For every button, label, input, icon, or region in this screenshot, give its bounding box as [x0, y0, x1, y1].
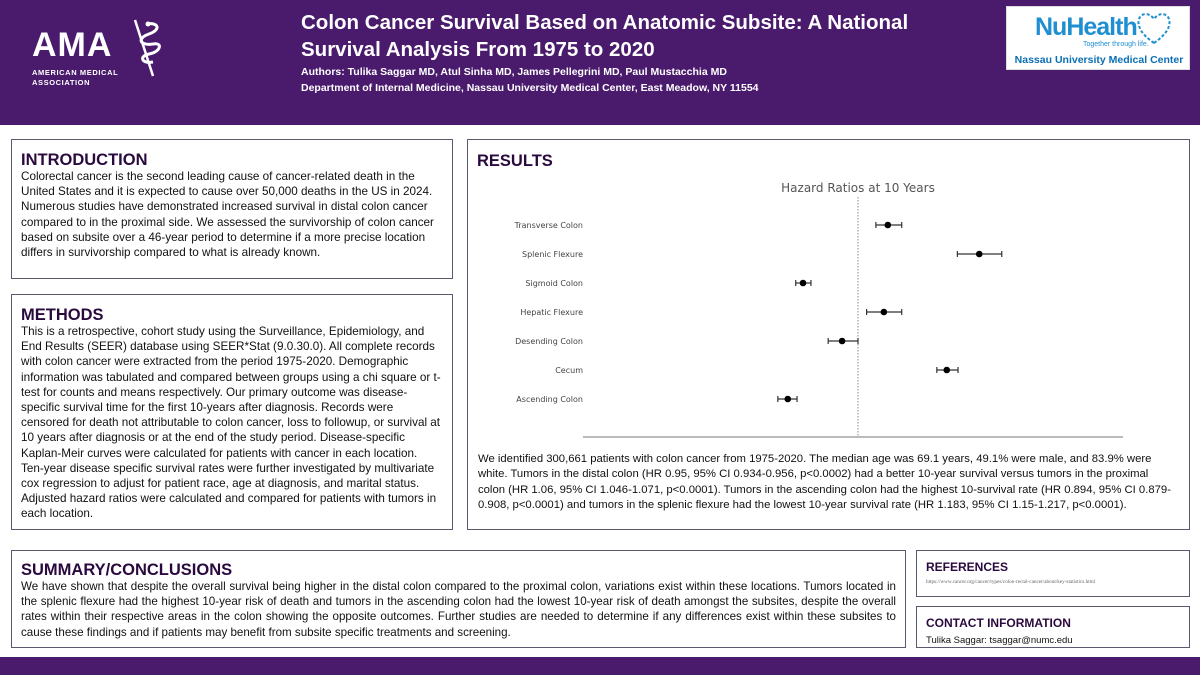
results-section: RESULTS Hazard Ratios at 10 Years0.60.70… — [467, 139, 1190, 530]
summary-section: SUMMARY/CONCLUSIONS We have shown that d… — [11, 550, 906, 648]
results-heading: RESULTS — [477, 152, 553, 170]
summary-body: We have shown that despite the overall s… — [21, 580, 896, 639]
nuhealth-logo: NuHealth Together through life. Nassau U… — [1006, 6, 1190, 70]
hazard-ratio-chart: Hazard Ratios at 10 Years0.60.70.80.911.… — [468, 170, 1188, 450]
methods-body: This is a retrospective, cohort study us… — [21, 325, 441, 521]
poster-footer — [0, 657, 1200, 675]
ama-subtitle-line2: ASSOCIATION — [32, 77, 91, 87]
results-body: We identified 300,661 patients with colo… — [478, 453, 1171, 512]
references-heading: REFERENCES — [926, 560, 1009, 574]
introduction-section: INTRODUCTION Colorectal cancer is the se… — [11, 139, 453, 279]
authors: Authors: Tulika Saggar MD, Atul Sinha MD… — [301, 66, 727, 78]
hazard-ratio-point — [880, 308, 888, 316]
chart-title: Hazard Ratios at 10 Years — [781, 181, 935, 195]
ama-subtitle-line1: AMERICAN MEDICAL — [32, 68, 119, 77]
category-label: Hepatic Flexure — [520, 308, 583, 317]
category-label: Splenic Flexure — [522, 250, 583, 259]
hazard-ratio-point — [799, 279, 807, 287]
contact-text: Tulika Saggar: tsaggar@numc.edu — [926, 635, 1073, 646]
poster-header: AMA AMERICAN MEDICAL ASSOCIATION Colon C… — [0, 0, 1200, 125]
hazard-ratio-point — [884, 221, 892, 229]
references-section: REFERENCES https://www.cancer.org/cancer… — [916, 550, 1190, 597]
department: Department of Internal Medicine, Nassau … — [301, 82, 759, 94]
nuhealth-tagline: Together through life. — [1083, 41, 1149, 48]
category-label: Transverse Colon — [514, 221, 583, 230]
nuhealth-logo-word: NuHealth — [1035, 13, 1138, 41]
nuhealth-institution-name: Nassau University Medical Center — [1014, 54, 1184, 66]
contact-heading: CONTACT INFORMATION — [926, 616, 1071, 630]
category-label: Ascending Colon — [516, 395, 583, 404]
caduceus-icon — [133, 19, 161, 77]
poster-title: Colon Cancer Survival Based on Anatomic … — [301, 11, 909, 61]
category-label: Sigmoid Colon — [525, 279, 583, 288]
hazard-ratio-point — [975, 250, 983, 258]
forest-plot: Hazard Ratios at 10 Years0.60.70.80.911.… — [514, 181, 1123, 438]
contact-section: CONTACT INFORMATION Tulika Saggar: tsagg… — [916, 606, 1190, 648]
category-label: Cecum — [555, 366, 583, 375]
methods-heading: METHODS — [21, 306, 104, 324]
reference-link[interactable]: https://www.cancer.org/cancer/types/colo… — [926, 579, 1096, 585]
category-label: Desending Colon — [515, 337, 583, 346]
ama-logo-subtitle: AMERICAN MEDICAL ASSOCIATION — [32, 68, 142, 87]
ama-logo: AMA AMERICAN MEDICAL ASSOCIATION — [30, 18, 170, 88]
introduction-heading: INTRODUCTION — [21, 151, 148, 169]
hazard-ratio-point — [838, 337, 846, 345]
methods-section: METHODS This is a retrospective, cohort … — [11, 294, 453, 530]
hazard-ratio-point — [943, 366, 951, 374]
hazard-ratio-point — [784, 395, 792, 403]
introduction-body: Colorectal cancer is the second leading … — [21, 170, 434, 260]
summary-heading: SUMMARY/CONCLUSIONS — [21, 561, 233, 579]
ama-logo-word: AMA — [32, 26, 113, 64]
